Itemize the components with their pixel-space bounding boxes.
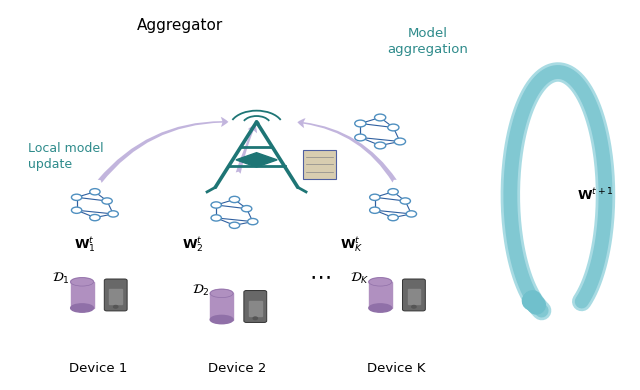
Circle shape bbox=[211, 202, 221, 208]
Text: Device K: Device K bbox=[367, 362, 426, 374]
Circle shape bbox=[388, 189, 398, 195]
Ellipse shape bbox=[70, 304, 93, 312]
Bar bbox=[303, 150, 336, 179]
FancyArrowPatch shape bbox=[298, 118, 397, 183]
Text: Device 1: Device 1 bbox=[68, 362, 127, 374]
Text: $\cdots$: $\cdots$ bbox=[309, 266, 331, 286]
Ellipse shape bbox=[369, 278, 392, 286]
Circle shape bbox=[355, 120, 366, 127]
FancyBboxPatch shape bbox=[104, 279, 127, 311]
FancyBboxPatch shape bbox=[403, 279, 426, 311]
Bar bbox=[249, 301, 262, 316]
Circle shape bbox=[72, 207, 82, 213]
Bar bbox=[369, 282, 392, 308]
Circle shape bbox=[229, 196, 239, 202]
Circle shape bbox=[406, 211, 417, 217]
Bar bbox=[109, 289, 122, 304]
Circle shape bbox=[229, 222, 239, 229]
Circle shape bbox=[108, 211, 118, 217]
Circle shape bbox=[355, 134, 366, 141]
Circle shape bbox=[102, 198, 112, 204]
Circle shape bbox=[72, 194, 82, 200]
Text: $\mathbf{W}_K^t$: $\mathbf{W}_K^t$ bbox=[340, 236, 364, 255]
Circle shape bbox=[211, 215, 221, 221]
Text: $\mathbf{W}^{t+1}$: $\mathbf{W}^{t+1}$ bbox=[577, 187, 614, 203]
Ellipse shape bbox=[211, 316, 233, 324]
Bar bbox=[408, 289, 420, 304]
Text: $\mathcal{D}_2$: $\mathcal{D}_2$ bbox=[192, 283, 209, 298]
Circle shape bbox=[113, 305, 118, 308]
Circle shape bbox=[90, 215, 100, 221]
Text: Aggregator: Aggregator bbox=[138, 18, 223, 33]
Text: $\mathcal{D}_1$: $\mathcal{D}_1$ bbox=[52, 271, 70, 287]
Circle shape bbox=[370, 207, 380, 213]
Text: $\mathbf{W}_2^t$: $\mathbf{W}_2^t$ bbox=[182, 236, 204, 255]
Bar bbox=[70, 282, 93, 308]
Circle shape bbox=[374, 142, 386, 149]
Text: Device 2: Device 2 bbox=[209, 362, 267, 374]
Circle shape bbox=[388, 124, 399, 131]
Text: $\mathbf{W}_1^t$: $\mathbf{W}_1^t$ bbox=[74, 236, 96, 255]
Circle shape bbox=[388, 215, 398, 221]
Circle shape bbox=[248, 218, 258, 225]
Ellipse shape bbox=[211, 289, 233, 298]
Circle shape bbox=[400, 198, 410, 204]
Bar bbox=[211, 293, 233, 319]
Circle shape bbox=[90, 189, 100, 195]
Ellipse shape bbox=[70, 278, 93, 286]
Circle shape bbox=[253, 317, 257, 319]
Text: $\mathcal{D}_K$: $\mathcal{D}_K$ bbox=[349, 271, 369, 287]
FancyArrowPatch shape bbox=[236, 124, 257, 174]
FancyArrowPatch shape bbox=[98, 117, 228, 183]
Polygon shape bbox=[236, 152, 277, 167]
Circle shape bbox=[241, 206, 252, 212]
FancyBboxPatch shape bbox=[244, 291, 267, 323]
Text: Model
aggregation: Model aggregation bbox=[387, 27, 468, 56]
Ellipse shape bbox=[369, 304, 392, 312]
Text: Local model
update: Local model update bbox=[28, 142, 104, 171]
Circle shape bbox=[412, 305, 416, 308]
Circle shape bbox=[370, 194, 380, 200]
Circle shape bbox=[394, 138, 406, 145]
Circle shape bbox=[374, 114, 386, 121]
